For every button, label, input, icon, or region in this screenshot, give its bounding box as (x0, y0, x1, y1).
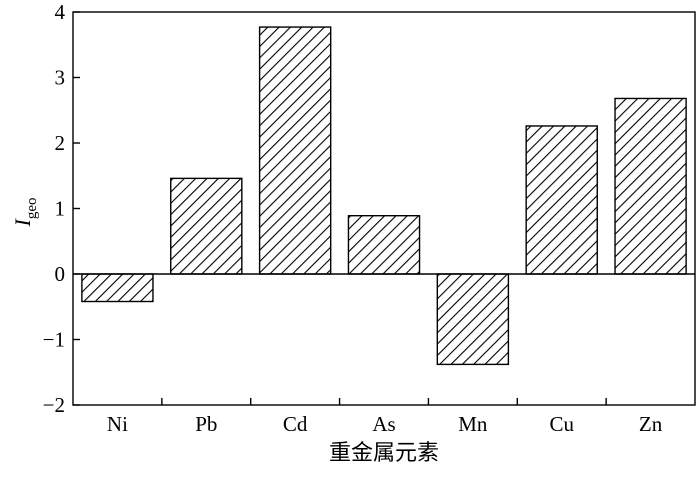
category-label-pb: Pb (195, 412, 217, 436)
plot-frame (72, 11, 696, 406)
y-tick-label: 2 (55, 131, 66, 155)
y-tick-label: 1 (55, 197, 66, 221)
y-axis-label-main: I (10, 218, 35, 228)
bar-as (347, 215, 421, 275)
category-label-zn: Zn (639, 412, 663, 436)
bars (81, 26, 687, 366)
x-axis-label: 重金属元素 (329, 441, 439, 466)
x-axis (161, 398, 607, 405)
y-tick-label: 4 (55, 0, 66, 24)
y-tick-label: −2 (43, 393, 65, 417)
bar-pb (170, 177, 243, 275)
y-axis: −2 −1 0 1 2 3 4 (43, 0, 80, 417)
category-label-cu: Cu (549, 412, 574, 436)
bar-cu (525, 125, 598, 275)
y-tick-label: 3 (55, 66, 66, 90)
bar-ni (81, 273, 154, 303)
category-label-mn: Mn (458, 412, 488, 436)
y-axis-label: Igeo (10, 198, 40, 228)
category-labels: Ni Pb Cd As Mn Cu Zn (107, 412, 663, 436)
y-tick-label: −1 (43, 328, 65, 352)
bar-cd (258, 26, 332, 275)
y-axis-label-subscript: geo (24, 198, 40, 220)
category-label-cd: Cd (283, 412, 308, 436)
y-tick-label: 0 (55, 262, 66, 286)
bar-zn (614, 97, 687, 275)
bar-mn (436, 273, 510, 366)
category-label-ni: Ni (107, 412, 128, 436)
category-label-as: As (372, 412, 395, 436)
